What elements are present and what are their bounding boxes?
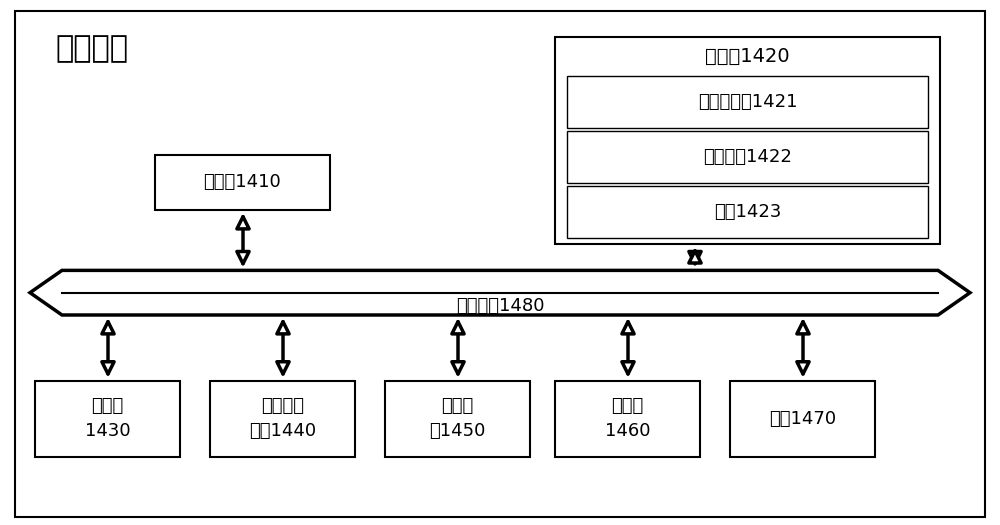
Text: 通信接
口1450: 通信接 口1450 xyxy=(429,397,486,440)
Text: 电子设备: 电子设备 xyxy=(55,34,128,63)
Bar xyxy=(555,37,940,244)
Bar xyxy=(155,155,330,210)
Text: 处理器1410: 处理器1410 xyxy=(204,173,281,192)
Bar xyxy=(567,186,928,238)
Text: 传感器
1460: 传感器 1460 xyxy=(605,397,650,440)
Bar xyxy=(35,381,180,457)
Text: 操作系统1422: 操作系统1422 xyxy=(703,148,792,166)
Text: 数据1423: 数据1423 xyxy=(714,203,781,221)
Text: 显示屏
1430: 显示屏 1430 xyxy=(85,397,130,440)
Text: 电源1470: 电源1470 xyxy=(769,410,836,428)
Text: 输入输出
接口1440: 输入输出 接口1440 xyxy=(249,397,316,440)
Text: 通信总线1480: 通信总线1480 xyxy=(456,297,544,315)
Bar xyxy=(385,381,530,457)
Bar xyxy=(567,131,928,183)
Bar xyxy=(555,381,700,457)
Bar xyxy=(567,76,928,128)
Text: 计算机程序1421: 计算机程序1421 xyxy=(698,93,797,111)
Bar xyxy=(210,381,355,457)
Polygon shape xyxy=(30,270,970,315)
Text: 存储器1420: 存储器1420 xyxy=(705,47,790,66)
Bar xyxy=(730,381,875,457)
